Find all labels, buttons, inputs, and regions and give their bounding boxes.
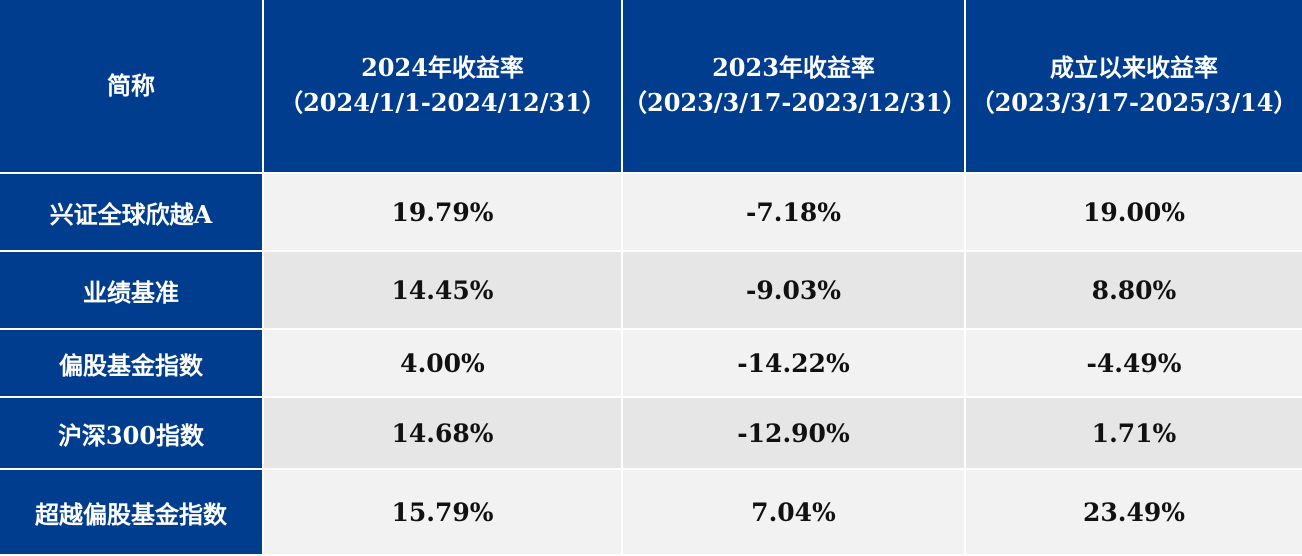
header-col-title: 2024年收益率 <box>361 53 524 83</box>
row-name: 业绩基准 <box>0 252 262 328</box>
table-cell: -14.22% <box>623 330 964 396</box>
header-col-period: （2023/3/17-2023/12/31） <box>623 88 967 117</box>
table-cell: 1.71% <box>966 398 1302 468</box>
row-name: 超越偏股基金指数 <box>0 470 262 554</box>
table-cell: 15.79% <box>264 470 621 554</box>
table-cell: 19.79% <box>264 174 621 250</box>
header-name-col: 简称 <box>0 0 262 172</box>
table-cell: 14.45% <box>264 252 621 328</box>
table-cell: -4.49% <box>966 330 1302 396</box>
header-col-period: （2023/3/17-2025/3/14） <box>970 88 1298 117</box>
row-name: 兴证全球欣越A <box>0 174 262 250</box>
table-cell: 4.00% <box>264 330 621 396</box>
header-col-title: 2023年收益率 <box>712 53 875 83</box>
header-col-title: 成立以来收益率 <box>1050 53 1218 83</box>
table-cell: 23.49% <box>966 470 1302 554</box>
header-col-2024: 2024年收益率 （2024/1/1-2024/12/31） <box>264 0 621 172</box>
row-name: 偏股基金指数 <box>0 330 262 396</box>
header-col-2023: 2023年收益率 （2023/3/17-2023/12/31） <box>623 0 967 172</box>
table-cell: 14.68% <box>264 398 621 468</box>
header-col-period: （2024/1/1-2024/12/31） <box>279 88 606 117</box>
table-cell: -7.18% <box>623 174 964 250</box>
table-cell: -9.03% <box>623 252 964 328</box>
table-cell: 19.00% <box>966 174 1302 250</box>
table-cell: 8.80% <box>966 252 1302 328</box>
table-cell: 7.04% <box>623 470 964 554</box>
row-name: 沪深300指数 <box>0 398 262 468</box>
table-cell: -12.90% <box>623 398 964 468</box>
header-col-since-inception: 成立以来收益率 （2023/3/17-2025/3/14） <box>966 0 1302 172</box>
header-name-label: 简称 <box>107 70 155 100</box>
